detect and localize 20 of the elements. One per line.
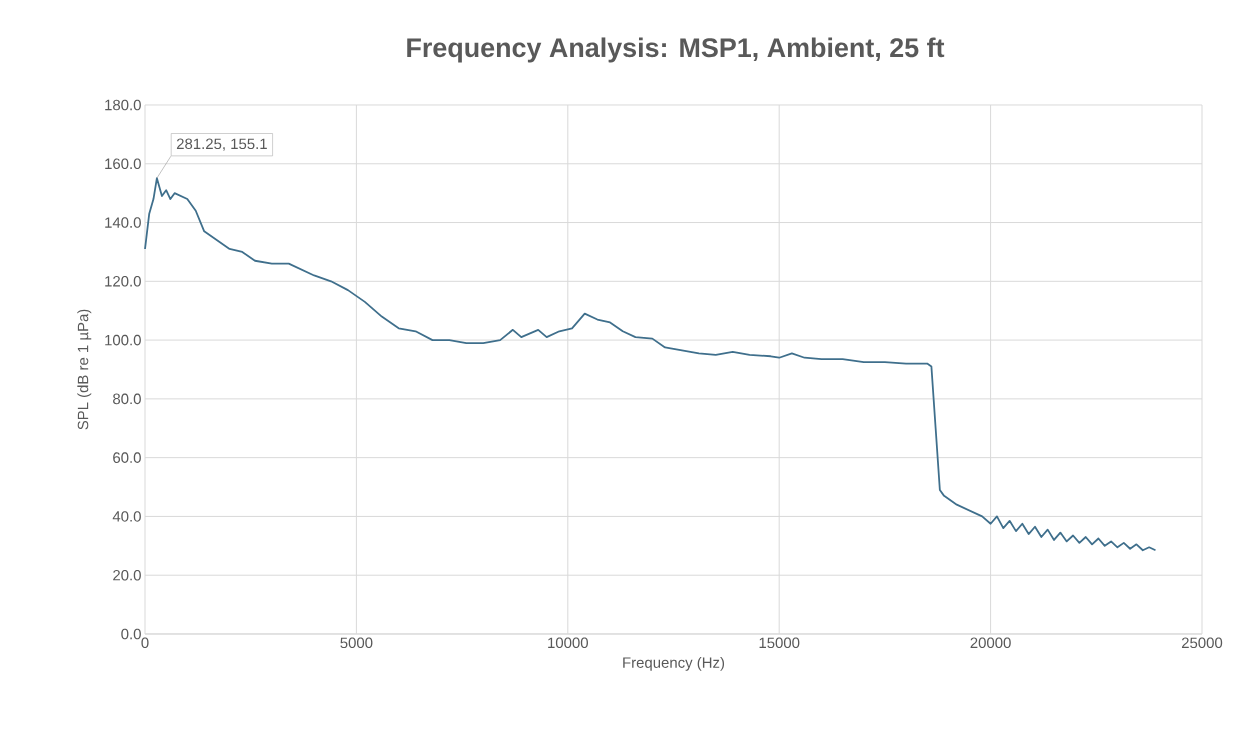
y-axis-title: SPL (dB re 1 µPa) [77, 309, 92, 430]
x-tick-label: 20000 [970, 637, 1011, 649]
y-tick-label: 100.0 [105, 334, 141, 346]
y-tick-label: 160.0 [105, 158, 141, 170]
x-tick-label: 15000 [759, 637, 800, 649]
x-tick-label: 0 [141, 637, 149, 649]
y-tick-label: 0.0 [121, 628, 141, 640]
y-tick-label: 20.0 [113, 569, 141, 581]
annotation: 281.25, 155.1 [176, 138, 267, 151]
y-tick-label: 60.0 [113, 452, 141, 463]
y-tick-label: 40.0 [112, 511, 141, 522]
x-axis-title: Frequency (Hz) [623, 656, 725, 671]
y-tick-label: 140.0 [105, 217, 141, 228]
y-tick-label: 120.0 [105, 276, 141, 287]
chart-title: Frequency Analysis: MSP1, Ambient, 25 ft [407, 37, 945, 63]
x-tick-label: 25000 [1181, 637, 1223, 649]
y-tick-label: 180.0 [105, 99, 141, 111]
y-tick-label: 80.0 [113, 393, 141, 405]
x-tick-label: 5000 [340, 637, 373, 649]
x-tick-label: 10000 [548, 637, 588, 649]
